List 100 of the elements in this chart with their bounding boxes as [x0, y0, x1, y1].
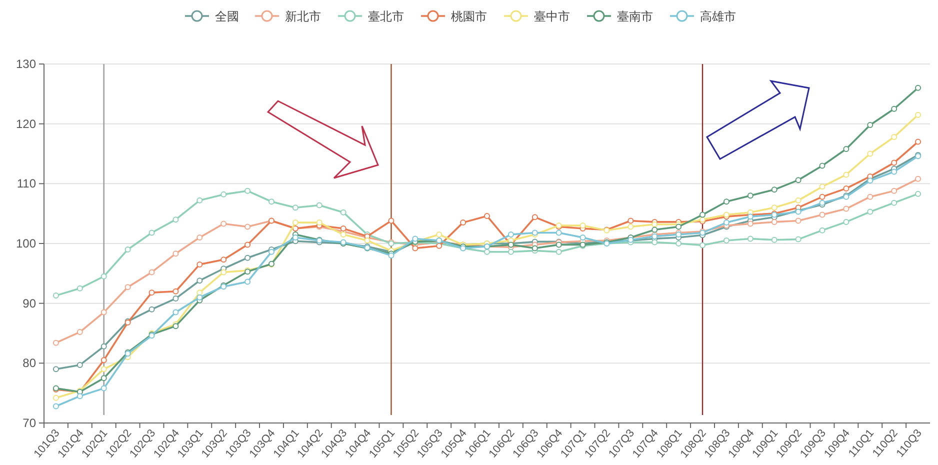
point [412, 245, 418, 252]
point [484, 248, 490, 255]
point [819, 194, 826, 200]
point [747, 236, 754, 242]
point [292, 220, 298, 226]
legend-label: 桃園市 [451, 10, 487, 24]
point [652, 239, 658, 246]
point [867, 150, 874, 157]
point [771, 186, 778, 193]
point [340, 232, 346, 238]
y-tick-label: 90 [22, 296, 36, 310]
y-tick-label: 80 [22, 356, 36, 370]
point [196, 261, 203, 268]
point [124, 284, 131, 290]
point [172, 288, 179, 294]
point [915, 176, 922, 182]
point [268, 248, 274, 255]
point [268, 198, 274, 205]
point [795, 236, 802, 242]
point [652, 221, 658, 228]
point [532, 214, 538, 220]
point [819, 212, 826, 218]
point [676, 240, 682, 246]
point [891, 106, 898, 112]
point [172, 216, 179, 223]
point [244, 278, 251, 285]
point [292, 204, 298, 211]
point [580, 234, 586, 241]
point [843, 218, 850, 225]
point [891, 134, 898, 140]
legend-label: 臺北市 [368, 10, 404, 24]
point [700, 242, 706, 248]
point [148, 230, 155, 236]
point [316, 220, 322, 226]
point [771, 236, 778, 243]
point [172, 309, 179, 316]
point [556, 248, 562, 255]
point [340, 226, 346, 232]
point [747, 192, 754, 199]
legend-label: 全國 [215, 10, 239, 24]
point [460, 220, 466, 226]
point [52, 366, 59, 372]
point [843, 172, 850, 178]
point [292, 234, 298, 241]
point [196, 278, 203, 284]
point [628, 224, 634, 230]
point [100, 309, 107, 316]
point [819, 184, 826, 190]
point [148, 290, 155, 296]
y-tick-label: 100 [16, 236, 36, 250]
point [148, 306, 155, 312]
point [652, 226, 658, 233]
point [52, 340, 59, 346]
point [628, 218, 634, 224]
point [723, 238, 730, 244]
point [867, 122, 874, 128]
point [76, 329, 83, 336]
point [915, 190, 922, 197]
point [52, 292, 59, 299]
point [124, 246, 131, 252]
point [843, 206, 850, 212]
point [891, 168, 898, 175]
y-tick-label: 120 [16, 116, 36, 131]
point [244, 224, 251, 230]
point [723, 198, 730, 205]
point [220, 191, 227, 198]
point [843, 185, 850, 192]
legend-label: 臺中市 [534, 10, 570, 24]
point [843, 146, 850, 152]
point [867, 194, 874, 200]
point [196, 294, 203, 300]
point [436, 242, 442, 249]
point [52, 394, 59, 401]
point [508, 248, 514, 255]
point [676, 224, 682, 230]
point [172, 296, 179, 302]
point [891, 160, 898, 166]
legend-label: 臺南市 [617, 10, 653, 24]
point [196, 197, 203, 204]
point [100, 343, 107, 350]
y-tick-label: 130 [16, 57, 36, 71]
point [220, 256, 227, 263]
point [747, 220, 754, 227]
point [76, 393, 83, 400]
point [484, 212, 490, 219]
point [915, 112, 922, 118]
point [244, 242, 251, 248]
point [100, 357, 107, 364]
point [723, 220, 730, 226]
point [52, 403, 59, 410]
point [364, 238, 370, 244]
point [556, 242, 562, 248]
point [220, 220, 227, 227]
point [148, 269, 155, 276]
point [795, 218, 802, 224]
point [819, 162, 826, 169]
point [771, 218, 778, 225]
point [196, 234, 203, 241]
point [100, 273, 107, 280]
point [915, 84, 922, 91]
